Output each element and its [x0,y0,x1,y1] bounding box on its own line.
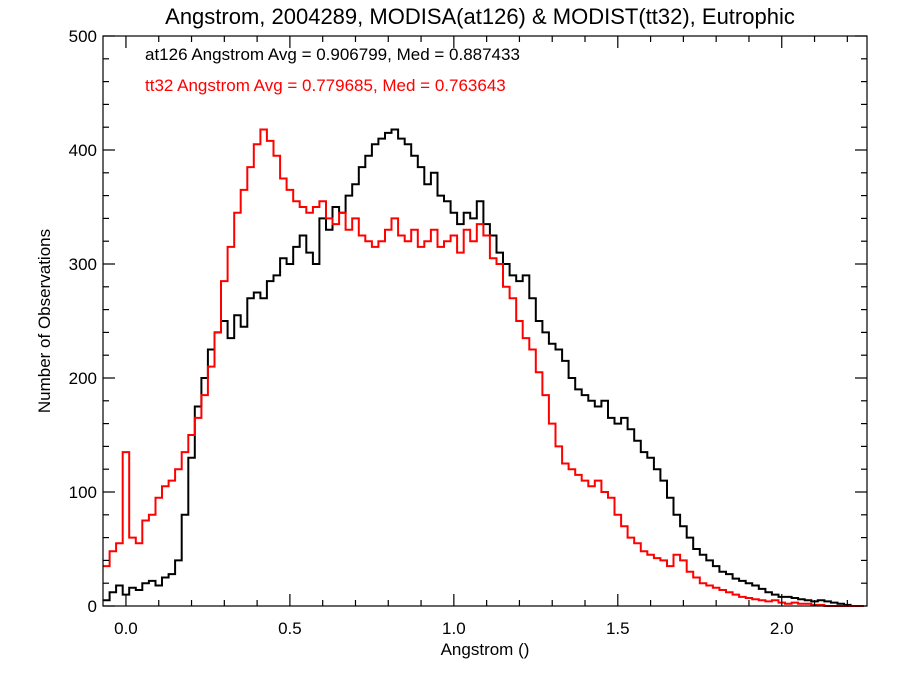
y-tick-label: 500 [69,27,97,46]
series-line-0 [103,128,864,607]
x-tick-label: 1.5 [606,619,630,638]
ticks-layer: 0.0 0.5 1.0 1.5 2.0 0 100 200 300 400 500 [69,27,867,638]
y-tick-label: 300 [69,255,97,274]
series-layer [103,128,864,607]
stat-tt32: tt32 Angstrom Avg = 0.779685, Med = 0.76… [145,76,506,95]
y-tick-label: 400 [69,141,97,160]
y-tick-label: 100 [69,483,97,502]
y-axis-label: Number of Observations [35,229,54,413]
plot-frame [102,35,868,607]
x-tick-label: 0.5 [278,619,302,638]
x-tick-label: 2.0 [770,619,794,638]
y-tick-label: 200 [69,369,97,388]
x-tick-label: 0.0 [114,619,138,638]
chart-title: Angstrom, 2004289, MODISA(at126) & MODIS… [165,4,795,29]
y-tick-label: 0 [88,597,97,616]
stat-at126: at126 Angstrom Avg = 0.906799, Med = 0.8… [145,45,520,64]
x-axis-label: Angstrom () [441,640,530,659]
series-line-1 [103,128,864,607]
x-tick-label: 1.0 [442,619,466,638]
